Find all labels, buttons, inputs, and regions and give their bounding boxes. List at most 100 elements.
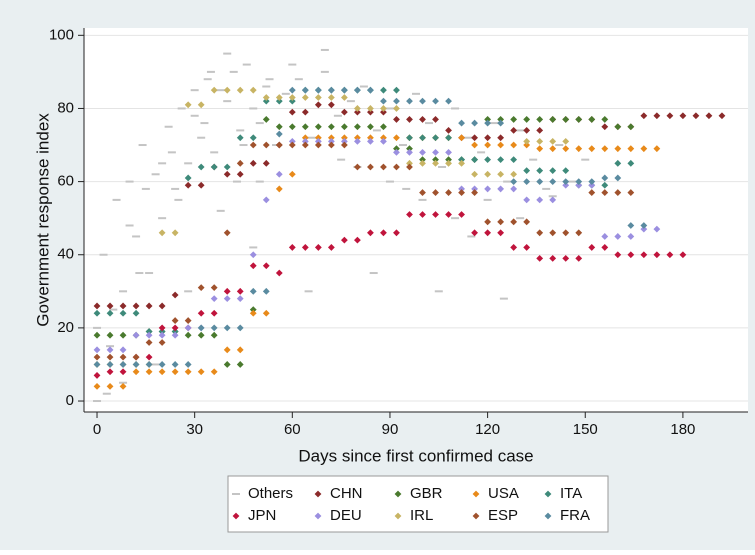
point (145, 361, 153, 368)
point (419, 189, 426, 196)
point (471, 189, 478, 196)
point (484, 229, 492, 237)
y-tick-label: 80 (57, 99, 74, 116)
point (497, 141, 505, 149)
y-tick-label: 40 (57, 246, 74, 263)
point (354, 163, 361, 171)
point (445, 211, 452, 218)
point (232, 180, 241, 183)
point (236, 134, 244, 142)
point (510, 218, 518, 226)
point (385, 180, 394, 183)
point (510, 141, 518, 149)
point (497, 134, 505, 142)
point (653, 145, 661, 153)
point (614, 159, 622, 167)
point (145, 328, 153, 335)
point (106, 302, 114, 310)
legend-marker (394, 490, 402, 498)
point (432, 156, 439, 164)
legend-marker (314, 512, 322, 520)
point (523, 178, 531, 185)
point (510, 156, 518, 164)
point (132, 235, 141, 238)
point (132, 353, 140, 361)
point (536, 127, 544, 134)
point (627, 123, 635, 131)
point (210, 86, 218, 94)
point (432, 148, 439, 156)
point (393, 163, 400, 171)
point (614, 123, 622, 131)
point (93, 309, 101, 317)
point (93, 302, 101, 310)
legend-label: JPN (248, 507, 276, 524)
point (106, 353, 114, 361)
point (562, 167, 570, 175)
point (304, 290, 313, 293)
point (93, 383, 101, 390)
point (393, 145, 400, 153)
point (369, 272, 378, 275)
point (458, 134, 465, 142)
point (301, 137, 309, 145)
point (223, 324, 231, 332)
point (458, 189, 465, 196)
point (575, 255, 583, 262)
point (184, 101, 192, 109)
legend-marker (544, 512, 552, 520)
point (536, 137, 544, 145)
point (601, 189, 609, 196)
point (588, 189, 596, 196)
point (249, 306, 257, 313)
x-tick-label: 180 (670, 421, 695, 438)
point (314, 137, 322, 145)
point (640, 145, 648, 153)
point (412, 92, 420, 95)
point (314, 94, 322, 101)
point (510, 116, 518, 123)
point (158, 302, 166, 310)
legend-marker (472, 512, 480, 520)
point (614, 145, 622, 153)
point (484, 185, 492, 193)
point (484, 170, 492, 178)
point (562, 181, 570, 189)
point (434, 290, 443, 293)
point (275, 130, 283, 138)
point (106, 368, 114, 376)
point (627, 251, 635, 259)
point (367, 137, 374, 145)
point (516, 129, 525, 132)
point (203, 78, 212, 81)
point (229, 70, 238, 73)
point (380, 137, 387, 145)
point (575, 181, 583, 189)
point (262, 287, 270, 295)
point (249, 287, 257, 295)
point (445, 97, 452, 105)
point (314, 86, 322, 94)
point (106, 361, 114, 368)
point (327, 134, 335, 142)
point (158, 328, 166, 335)
point (354, 108, 361, 116)
point (601, 181, 609, 189)
point (288, 137, 296, 145)
point (93, 346, 101, 354)
point (627, 189, 635, 196)
legend-marker (232, 512, 240, 520)
point (210, 324, 218, 332)
point (249, 159, 257, 167)
point (262, 196, 270, 204)
point (262, 159, 270, 167)
point (249, 246, 258, 249)
point (145, 331, 153, 339)
point (548, 195, 557, 198)
point (265, 78, 274, 81)
point (419, 148, 426, 156)
point (354, 86, 361, 94)
point (340, 86, 348, 94)
point (138, 144, 147, 147)
point (99, 253, 108, 256)
